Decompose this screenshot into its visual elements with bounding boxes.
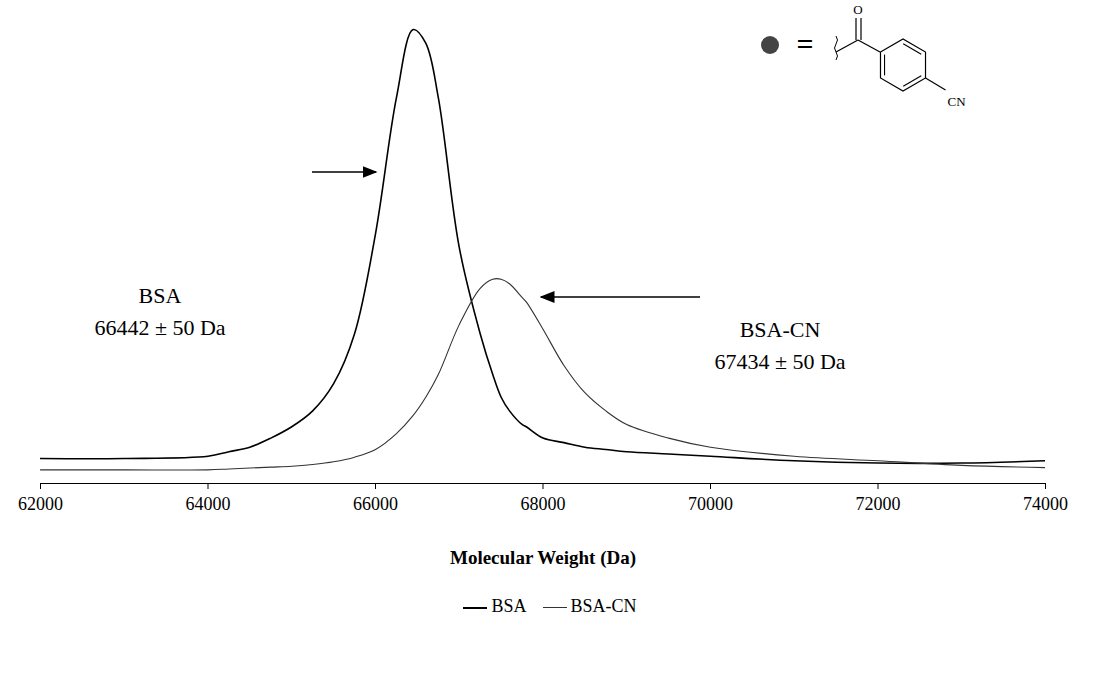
svg-text:70000: 70000: [688, 494, 733, 514]
svg-text:64000: 64000: [186, 494, 231, 514]
html-text:BSA: BSA: [491, 596, 527, 616]
svg-text:=: =: [796, 27, 813, 60]
html-text:BSA: BSA: [138, 283, 182, 308]
svg-text:CN: CN: [948, 94, 967, 109]
svg-text:O: O: [853, 2, 862, 17]
svg-text:72000: 72000: [856, 494, 901, 514]
svg-text:68000: 68000: [521, 494, 566, 514]
svg-text:66000: 66000: [353, 494, 398, 514]
svg-text:Molecular Weight (Da): Molecular Weight (Da): [450, 547, 636, 569]
svg-text:62000: 62000: [18, 494, 63, 514]
html-text:BSA-CN: BSA-CN: [570, 596, 637, 616]
html-text:BSA-CN: BSA-CN: [739, 317, 821, 342]
html-text:67434 ± 50 Da: 67434 ± 50 Da: [714, 349, 846, 374]
html-text:66442 ± 50 Da: 66442 ± 50 Da: [94, 315, 226, 340]
svg-text:74000: 74000: [1023, 494, 1068, 514]
